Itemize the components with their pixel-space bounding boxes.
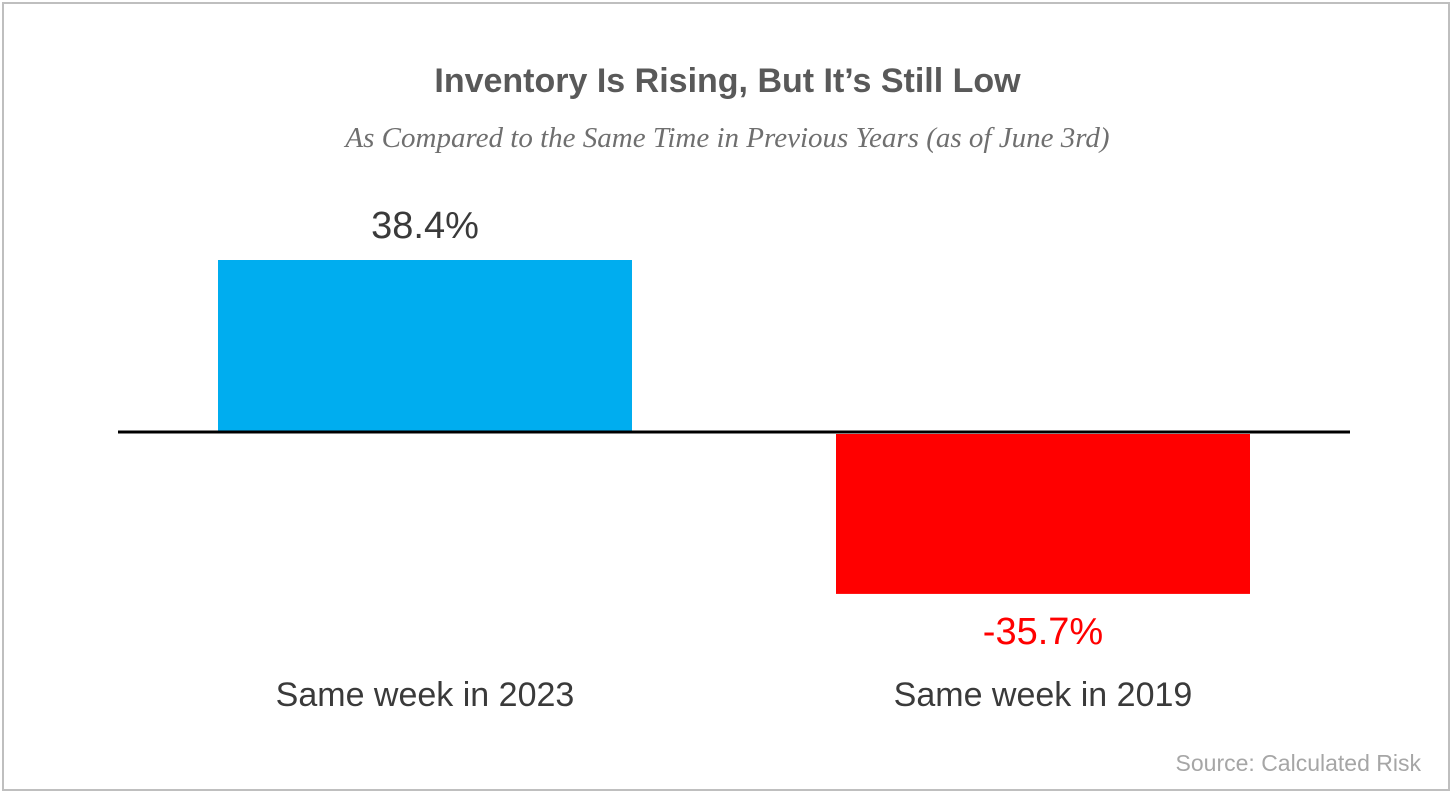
source-note: Source: Calculated Risk xyxy=(1175,750,1421,776)
bar-value-label-1: 38.4% xyxy=(371,205,479,247)
bar-1 xyxy=(218,260,632,432)
chart-subtitle: As Compared to the Same Time in Previous… xyxy=(345,122,1110,154)
bar-2 xyxy=(836,434,1250,594)
bar-value-label-2: -35.7% xyxy=(983,611,1103,653)
category-label-1: Same week in 2023 xyxy=(276,676,575,714)
chart-title: Inventory Is Rising, But It’s Still Low xyxy=(434,62,1021,100)
category-label-2: Same week in 2019 xyxy=(894,676,1193,714)
